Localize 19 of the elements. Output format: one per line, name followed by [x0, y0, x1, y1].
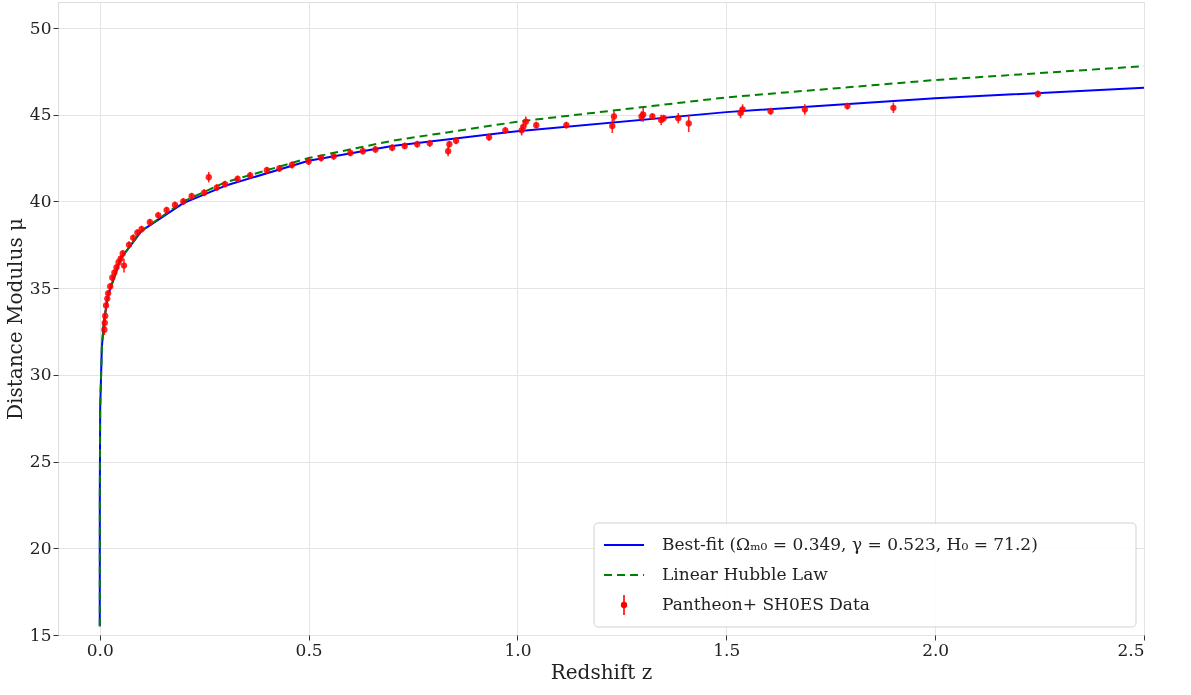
y-tick-label: 45 [29, 104, 52, 125]
x-tick-label: 2.0 [922, 639, 950, 660]
legend-label: Linear Hubble Law [662, 564, 829, 584]
y-tick-label: 30 [29, 364, 52, 385]
x-tick-label: 0.5 [295, 639, 323, 660]
y-tick-label: 40 [29, 190, 52, 211]
y-tick-label: 25 [29, 451, 52, 472]
legend-label: Pantheon+ SH0ES Data [662, 594, 870, 614]
x-tick-label: 1.5 [713, 639, 741, 660]
y-tick-label: 50 [29, 17, 52, 38]
x-tick-label: 2.5 [1117, 639, 1145, 660]
y-tick-label: 20 [29, 537, 52, 558]
x-tick-label: 1.0 [504, 639, 532, 660]
x-tick-label: 0.0 [86, 639, 114, 660]
y-axis-title: Distance Modulus μ [2, 217, 27, 421]
y-tick-label: 35 [29, 277, 52, 298]
y-tick-label: 15 [29, 624, 52, 645]
legend-label: Best-fit (Ωₘ₀ = 0.349, γ = 0.523, H₀ = 71.2) [662, 534, 1038, 554]
x-axis-title: Redshift z [550, 659, 653, 684]
